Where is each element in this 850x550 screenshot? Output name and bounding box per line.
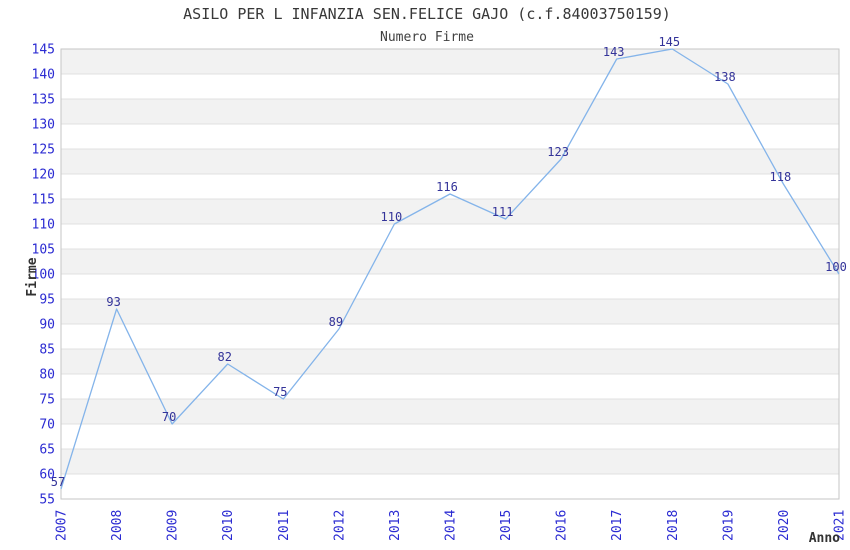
plot-band [61, 349, 839, 374]
y-tick-label: 85 [39, 343, 55, 358]
x-tick-label: 2020 [777, 510, 792, 541]
x-tick-label: 2014 [444, 510, 459, 541]
x-tick-label: 2019 [721, 510, 736, 541]
y-tick-label: 125 [32, 143, 55, 158]
data-point-label: 138 [714, 70, 736, 84]
x-tick-label: 2008 [110, 510, 125, 541]
series-line [60, 48, 840, 490]
y-tick-label: 95 [39, 293, 55, 308]
y-tick-label: 75 [39, 393, 55, 408]
y-tick-label: 90 [39, 318, 55, 333]
data-point-label: 93 [106, 295, 120, 309]
y-tick-label: 70 [39, 418, 55, 433]
y-tick-label: 140 [32, 68, 55, 83]
x-tick-label: 2015 [499, 510, 514, 541]
y-tick-label: 65 [39, 443, 55, 458]
plot-band [61, 449, 839, 474]
y-tick-label: 60 [39, 468, 55, 483]
y-tick-label: 115 [32, 193, 55, 208]
x-tick-label: 2013 [388, 510, 403, 541]
y-tick-label: 55 [39, 493, 55, 508]
chart-subtitle: Numero Firme [380, 30, 474, 45]
plot-band [61, 149, 839, 174]
x-tick-label: 2018 [666, 510, 681, 541]
data-point-label: 145 [658, 35, 680, 49]
y-axis-title: Firme [25, 257, 40, 296]
x-tick-label: 2016 [555, 510, 570, 541]
data-point-label: 143 [603, 45, 625, 59]
x-tick-label: 2009 [166, 510, 181, 541]
plot-band [61, 399, 839, 424]
data-point-label: 89 [329, 315, 343, 329]
data-point-label: 57 [51, 475, 65, 489]
x-tick-label: 2010 [221, 510, 236, 541]
y-tick-label: 145 [32, 43, 55, 58]
y-tick-label: 110 [32, 218, 55, 233]
x-tick-label: 2011 [277, 510, 292, 541]
data-point-label: 118 [770, 170, 792, 184]
plot-band [61, 249, 839, 274]
plot-band [61, 299, 839, 324]
data-point-label: 123 [547, 145, 569, 159]
data-point-label: 111 [492, 205, 514, 219]
x-axis-title: Anno [809, 531, 840, 546]
y-tick-label: 135 [32, 93, 55, 108]
x-tick-label: 2012 [332, 510, 347, 541]
chart-generated-layer: 57 93 70 82 75 89 110 116 111 123 143 145 138 118 100 5… [32, 35, 848, 541]
x-tick-label: 2007 [55, 510, 70, 541]
y-tick-label: 80 [39, 368, 55, 383]
data-point-label: 70 [162, 410, 176, 424]
data-point-label: 82 [217, 350, 231, 364]
y-tick-label: 100 [32, 268, 55, 283]
data-point-label: 110 [381, 210, 403, 224]
plot-band [61, 49, 839, 74]
y-tick-label: 130 [32, 118, 55, 133]
data-point-label: 75 [273, 385, 287, 399]
x-tick-label: 2017 [610, 510, 625, 541]
x-tick-label: 2021 [833, 510, 848, 541]
plot-band [61, 99, 839, 124]
data-point-label: 116 [436, 180, 458, 194]
y-tick-label: 120 [32, 168, 55, 183]
plot-band [61, 199, 839, 224]
y-tick-label: 105 [32, 243, 55, 258]
chart-title: ASILO PER L INFANZIA SEN.FELICE GAJO (c.… [183, 5, 671, 23]
data-point-label: 100 [825, 260, 847, 274]
